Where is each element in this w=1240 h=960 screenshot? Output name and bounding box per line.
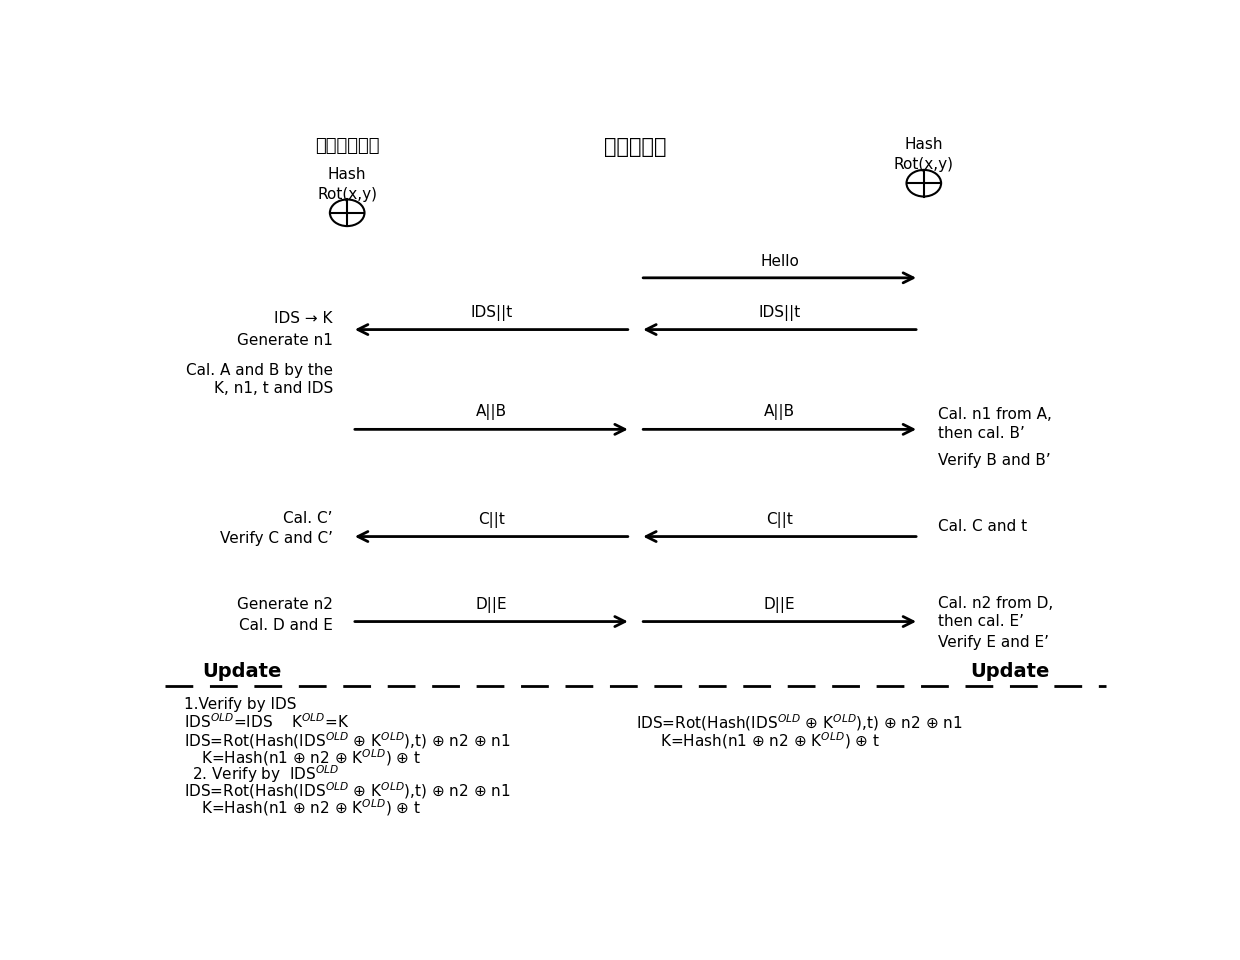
Text: K=Hash(n1 $\oplus$ n2 $\oplus$ K$^{OLD}$) $\oplus$ t: K=Hash(n1 $\oplus$ n2 $\oplus$ K$^{OLD}$… xyxy=(201,747,422,768)
Text: then cal. E’: then cal. E’ xyxy=(939,614,1024,629)
Text: IDS||t: IDS||t xyxy=(759,304,801,321)
Text: IDS=Rot(Hash(IDS$^{OLD}$ $\oplus$ K$^{OLD}$),t) $\oplus$ n2 $\oplus$ n1: IDS=Rot(Hash(IDS$^{OLD}$ $\oplus$ K$^{OL… xyxy=(184,780,511,802)
Text: 2. Verify by  IDS$^{OLD}$: 2. Verify by IDS$^{OLD}$ xyxy=(191,763,339,785)
Text: Rot(x,y): Rot(x,y) xyxy=(894,157,954,173)
Text: IDS=Rot(Hash(IDS$^{OLD}$ $\oplus$ K$^{OLD}$),t) $\oplus$ n2 $\oplus$ n1: IDS=Rot(Hash(IDS$^{OLD}$ $\oplus$ K$^{OL… xyxy=(635,712,962,733)
Text: D||E: D||E xyxy=(764,597,796,612)
Text: IDS$^{OLD}$=IDS    K$^{OLD}$=K: IDS$^{OLD}$=IDS K$^{OLD}$=K xyxy=(184,712,350,732)
Text: Cal. A and B by the: Cal. A and B by the xyxy=(186,363,332,377)
Text: Cal. C and t: Cal. C and t xyxy=(939,519,1027,535)
Text: IDS||t: IDS||t xyxy=(470,304,512,321)
Text: D||E: D||E xyxy=(475,597,507,612)
Text: Cal. n2 from D,: Cal. n2 from D, xyxy=(939,595,1054,611)
Text: K, n1, t and IDS: K, n1, t and IDS xyxy=(213,381,332,396)
Text: 1.Verify by IDS: 1.Verify by IDS xyxy=(184,697,296,712)
Text: Hash: Hash xyxy=(904,137,944,153)
Text: Rot(x,y): Rot(x,y) xyxy=(317,187,377,202)
Text: Hash: Hash xyxy=(327,167,367,182)
Text: Verify C and C’: Verify C and C’ xyxy=(219,531,332,545)
Text: C||t: C||t xyxy=(766,512,794,528)
Text: IDS → K: IDS → K xyxy=(274,311,332,326)
Text: Verify B and B’: Verify B and B’ xyxy=(939,453,1052,468)
Text: Update: Update xyxy=(971,661,1050,681)
Text: C||t: C||t xyxy=(477,512,505,528)
Text: A||B: A||B xyxy=(476,404,507,420)
Text: Hello: Hello xyxy=(760,254,799,269)
Text: Verify E and E’: Verify E and E’ xyxy=(939,635,1049,650)
Text: Generate n2: Generate n2 xyxy=(237,597,332,612)
Text: Generate n1: Generate n1 xyxy=(237,333,332,348)
Text: Update: Update xyxy=(202,661,281,681)
Text: K=Hash(n1 $\oplus$ n2 $\oplus$ K$^{OLD}$) $\oplus$ t: K=Hash(n1 $\oplus$ n2 $\oplus$ K$^{OLD}$… xyxy=(201,798,422,818)
Text: K=Hash(n1 $\oplus$ n2 $\oplus$ K$^{OLD}$) $\oplus$ t: K=Hash(n1 $\oplus$ n2 $\oplus$ K$^{OLD}$… xyxy=(660,731,879,751)
Text: Cal. D and E: Cal. D and E xyxy=(239,617,332,633)
Text: IDS=Rot(Hash(IDS$^{OLD}$ $\oplus$ K$^{OLD}$),t) $\oplus$ n2 $\oplus$ n1: IDS=Rot(Hash(IDS$^{OLD}$ $\oplus$ K$^{OL… xyxy=(184,731,511,751)
Text: 随机数产生器: 随机数产生器 xyxy=(315,137,379,156)
Text: then cal. B’: then cal. B’ xyxy=(939,425,1025,441)
Text: Cal. C’: Cal. C’ xyxy=(283,511,332,525)
Text: Cal. n1 from A,: Cal. n1 from A, xyxy=(939,407,1052,422)
Text: A||B: A||B xyxy=(764,404,795,420)
Text: 信息转接发: 信息转接发 xyxy=(604,137,667,157)
